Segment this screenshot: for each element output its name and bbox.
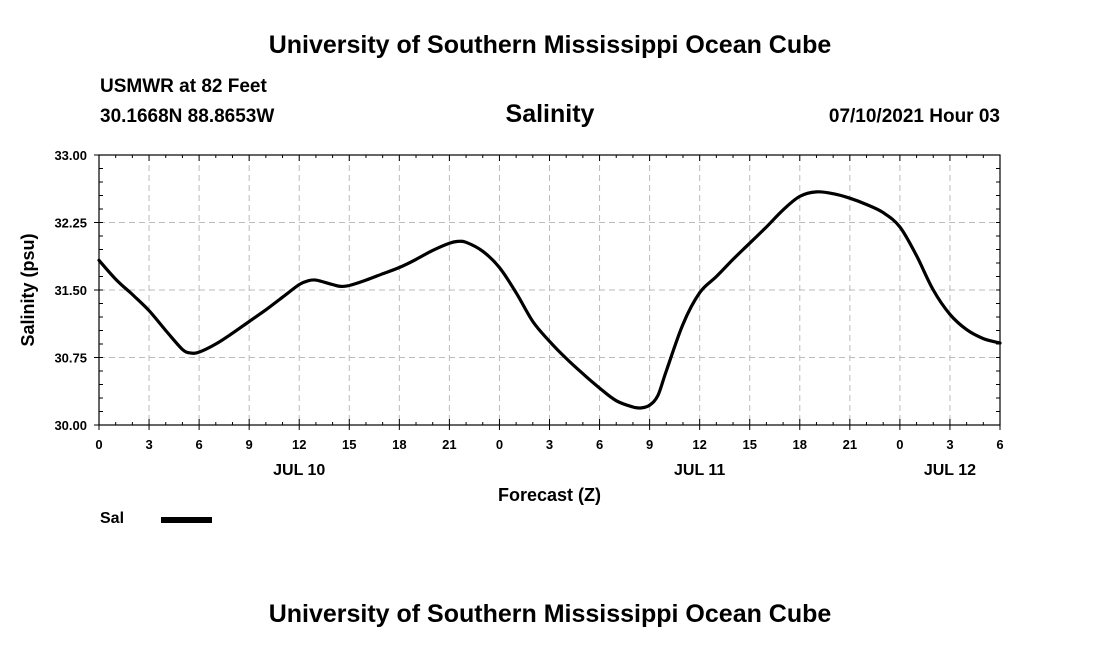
x-tick-label: 18 <box>793 437 807 452</box>
x-tick-label: 6 <box>596 437 603 452</box>
legend-line-swatch <box>161 517 212 523</box>
x-tick-label: 21 <box>442 437 456 452</box>
y-tick-label: 31.50 <box>54 283 87 298</box>
y-tick-label: 30.75 <box>54 351 87 366</box>
x-tick-label: 0 <box>496 437 503 452</box>
y-axis-label: Salinity (psu) <box>18 233 38 346</box>
x-date-label: JUL 11 <box>674 462 725 479</box>
forecast-datetime: 07/10/2021 Hour 03 <box>828 106 1000 127</box>
chart-title-top: University of Southern Mississippi Ocean… <box>268 31 832 59</box>
x-tick-label: 21 <box>843 437 857 452</box>
station-coordinates: 30.1668N 88.8653W <box>100 106 275 127</box>
x-date-label: JUL 12 <box>924 462 976 479</box>
x-tick-label: 0 <box>896 437 903 452</box>
x-axis-label: Forecast (Z) <box>498 485 601 505</box>
x-tick-label: 9 <box>646 437 653 452</box>
x-tick-label: 3 <box>946 437 953 452</box>
y-tick-label: 32.25 <box>54 216 87 231</box>
variable-title: Salinity <box>505 100 595 128</box>
x-tick-label: 3 <box>145 437 152 452</box>
x-tick-label: 6 <box>996 437 1003 452</box>
y-tick-label: 33.00 <box>54 148 87 163</box>
y-tick-label: 30.00 <box>54 418 87 433</box>
x-tick-label: 12 <box>292 437 306 452</box>
x-tick-label: 3 <box>546 437 553 452</box>
x-tick-label: 12 <box>692 437 706 452</box>
x-tick-label: 0 <box>95 437 102 452</box>
x-tick-label: 15 <box>742 437 756 452</box>
series-line-sal <box>97 190 1002 410</box>
chart-title-bottom: University of Southern Mississippi Ocean… <box>268 600 832 628</box>
x-tick-label: 9 <box>246 437 253 452</box>
x-date-label: JUL 10 <box>273 462 325 479</box>
legend-label: Sal <box>100 510 125 527</box>
station-label: USMWR at 82 Feet <box>100 76 267 97</box>
x-tick-label: 6 <box>195 437 202 452</box>
x-tick-label: 18 <box>392 437 406 452</box>
x-tick-label: 15 <box>342 437 356 452</box>
